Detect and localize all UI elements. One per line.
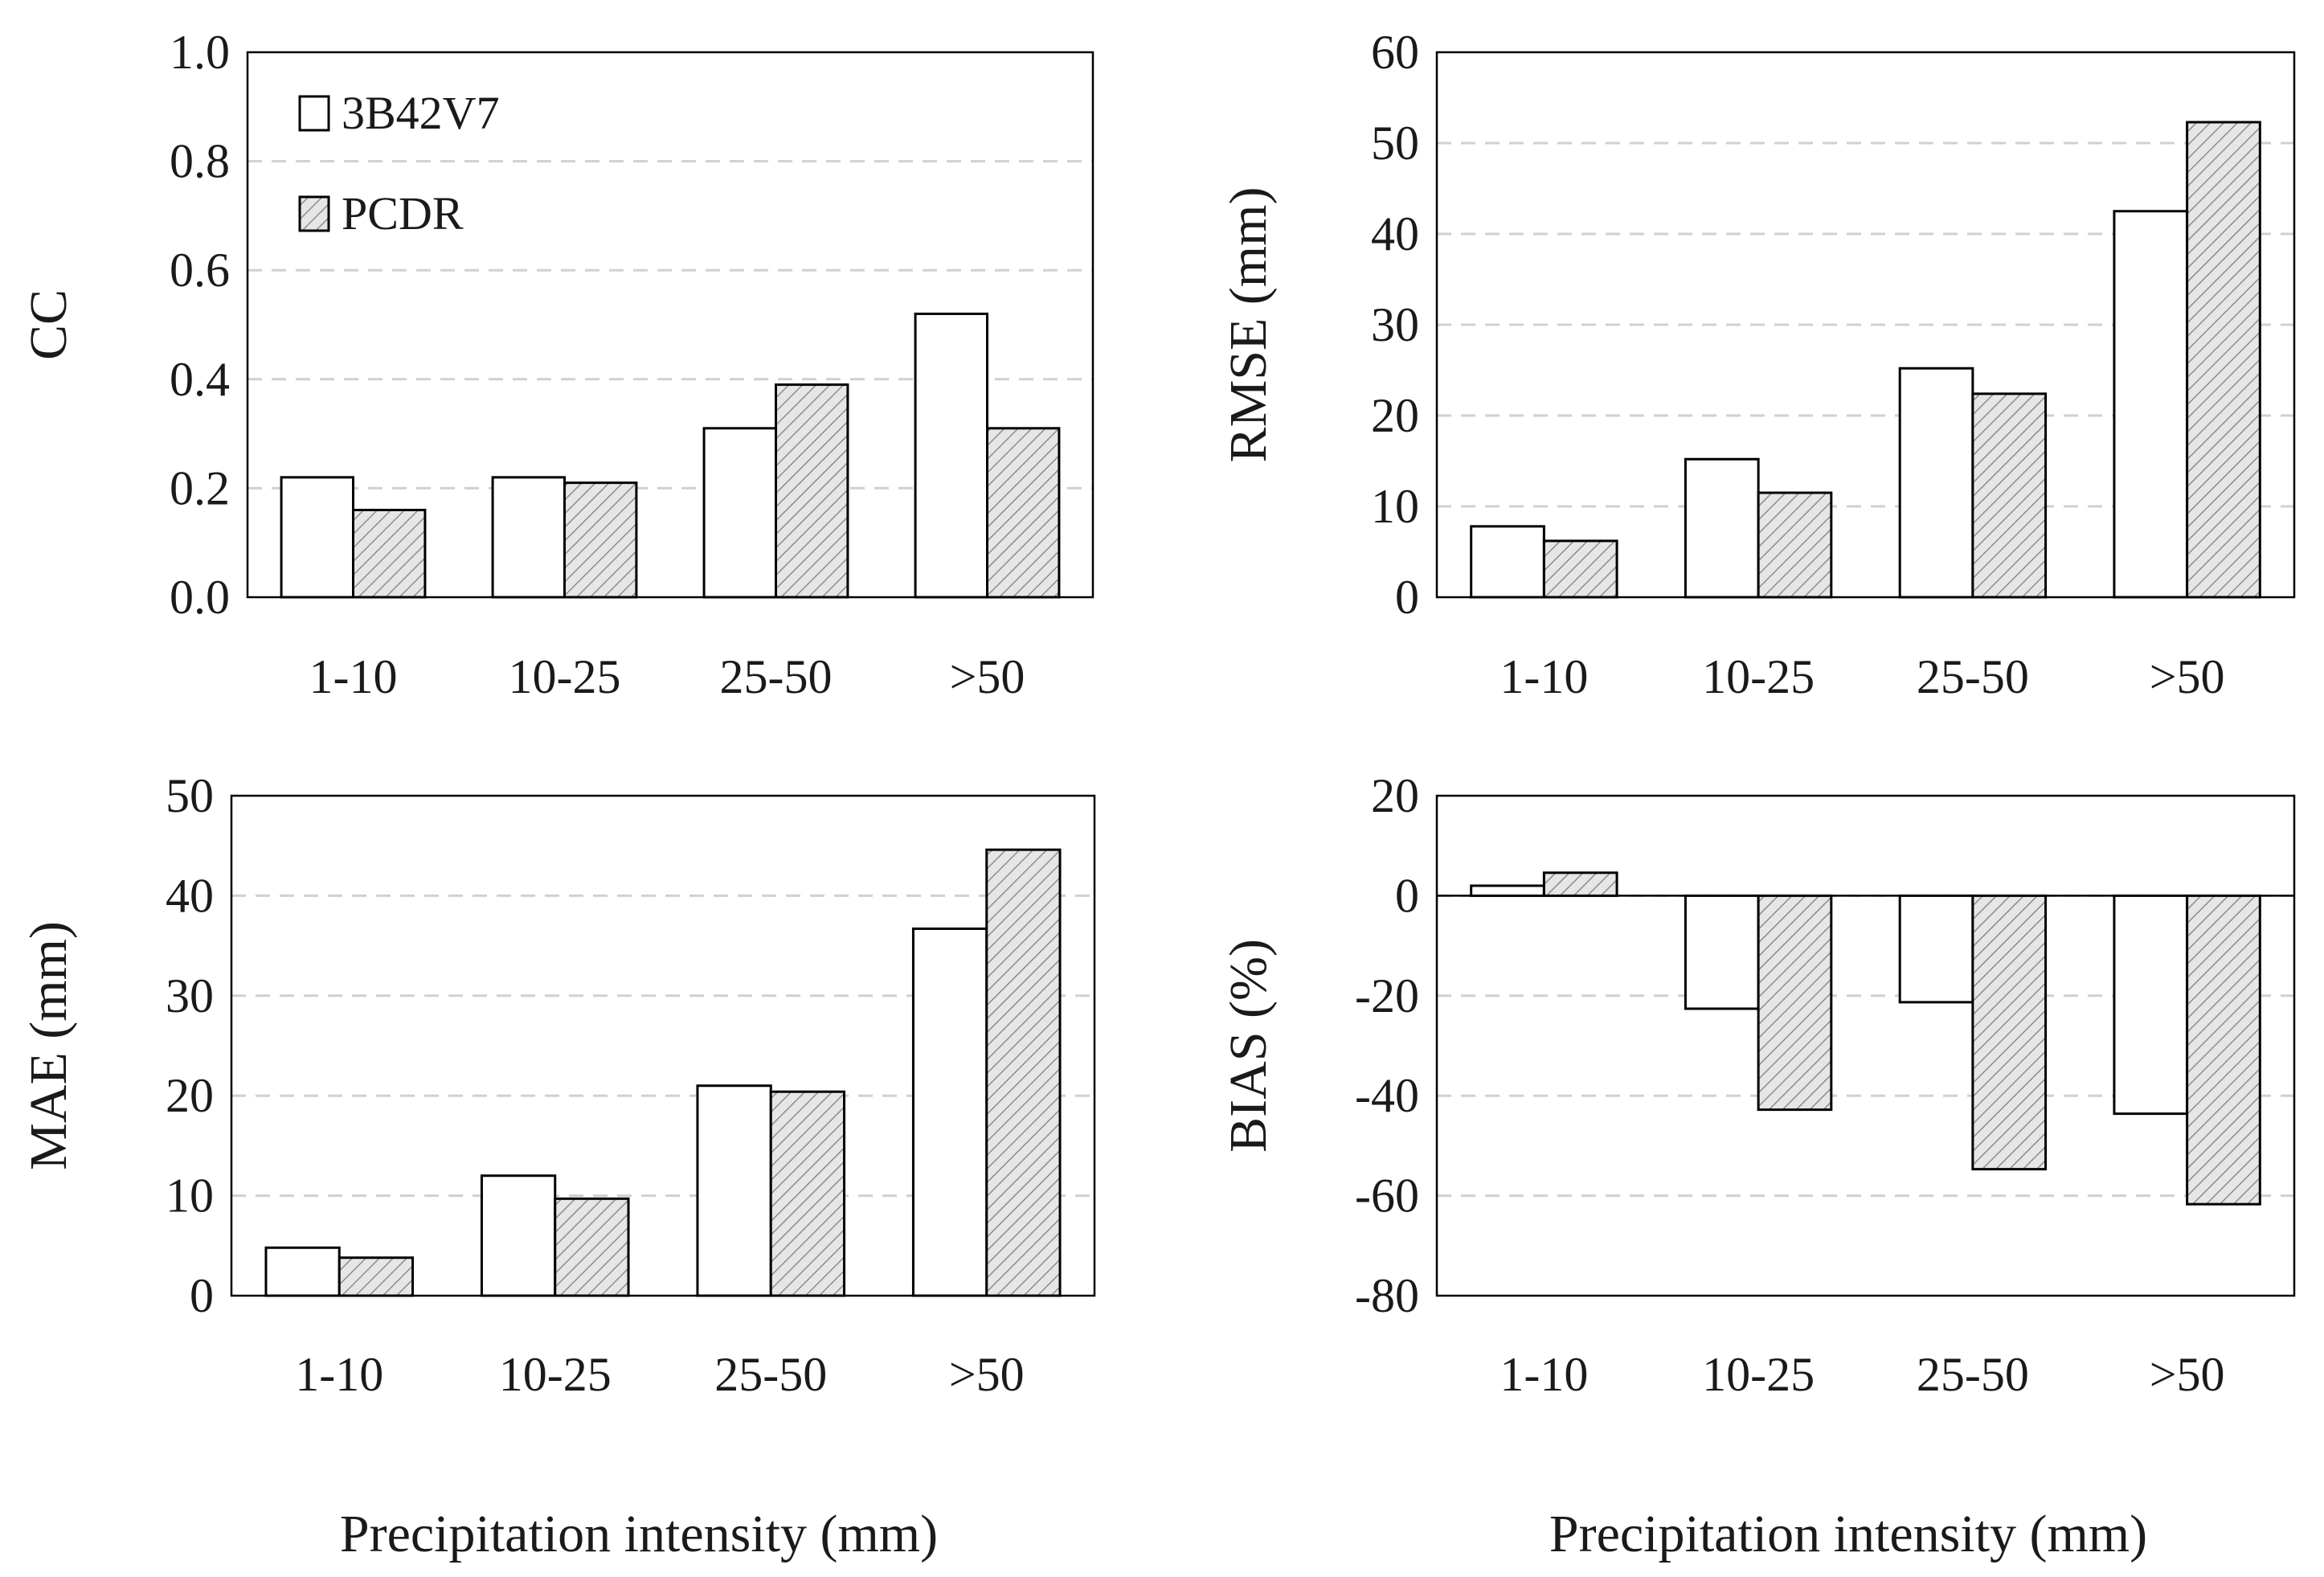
bias-ytick-label: -20: [1355, 969, 1419, 1022]
cc-chart: 0.0 0.2 0.4 0.6 0.8 1.0 CC 1-10 10-25 25-50 >50: [19, 26, 1094, 703]
mae-chart: 0 10 20 30 40 50 MAE (mm) 1-10 10-25 25-50 >50: [19, 769, 1096, 1401]
x-axis-title-left: Precipitation intensity (mm): [340, 1505, 938, 1563]
mae-category-label: 10-25: [499, 1348, 612, 1401]
cc-y-axis-label: CC: [19, 289, 78, 360]
mae-bar-3b42v7: [480, 1174, 557, 1297]
rmse-bar-3b42v7: [1684, 457, 1760, 599]
cc-category-label: 10-25: [509, 650, 621, 703]
rmse-ytick-label: 10: [1371, 480, 1419, 533]
cc-ytick-label: 0.2: [170, 461, 230, 514]
mae-category-label: 25-50: [714, 1348, 827, 1401]
mae-ytick-label: 20: [166, 1069, 214, 1122]
rmse-category-label: >50: [2150, 650, 2225, 703]
rmse-ytick-label: 0: [1395, 571, 1419, 624]
cc-category-label: >50: [950, 650, 1025, 703]
bias-ytick-label: -80: [1355, 1269, 1419, 1322]
bias-bar-3b42v7: [2113, 894, 2189, 1116]
bias-category-label: >50: [2150, 1348, 2225, 1401]
bias-y-axis-label: BIAS (%): [1219, 939, 1278, 1153]
legend-swatch-3b42v7: [298, 95, 330, 132]
rmse-category-label: 10-25: [1702, 650, 1815, 703]
rmse-ytick-label: 60: [1371, 26, 1419, 79]
cc-category-label: 1-10: [309, 650, 398, 703]
mae-category-label: 1-10: [295, 1348, 383, 1401]
bias-chart: -80 -60 -40 -20 0 20 BIAS (%) 1-10 10-25 25-50 >50: [1219, 769, 2296, 1401]
bias-bar-pcdr: [1542, 871, 1618, 897]
x-axis-title-right: Precipitation intensity (mm): [1549, 1505, 2147, 1563]
legend-label-pcdr: PCDR: [342, 187, 464, 240]
rmse-ytick-label: 20: [1371, 389, 1419, 442]
rmse-bar-3b42v7: [2113, 210, 2189, 599]
bias-bar-3b42v7: [1684, 894, 1760, 1010]
legend-swatch-pcdr: [298, 195, 330, 232]
rmse-category-label: 25-50: [1917, 650, 2029, 703]
bias-category-label: 10-25: [1702, 1348, 1815, 1401]
mae-bar-3b42v7: [264, 1246, 341, 1297]
cc-category-label: 25-50: [720, 650, 833, 703]
bias-bar-pcdr: [1971, 894, 2048, 1171]
rmse-ytick-label: 40: [1371, 207, 1419, 260]
rmse-bar-3b42v7: [1470, 525, 1545, 599]
mae-bar-pcdr: [338, 1256, 415, 1297]
bias-ytick-label: 20: [1371, 769, 1419, 822]
cc-bar-3b42v7: [914, 312, 988, 599]
mae-bar-pcdr: [769, 1090, 846, 1297]
bias-bar-pcdr: [2186, 894, 2261, 1206]
rmse-bar-pcdr: [2186, 121, 2261, 599]
bias-bar-pcdr: [1757, 894, 1833, 1112]
rmse-chart: 0 10 20 30 40 50 60 RMSE (mm) 1-10 10-25 25-50 >50: [1219, 26, 2296, 703]
rmse-bar-pcdr: [1971, 392, 2048, 599]
cc-bar-pcdr: [563, 481, 638, 599]
bias-category-label: 25-50: [1917, 1348, 2029, 1401]
rmse-bar-pcdr: [1757, 491, 1833, 599]
mae-category-label: >50: [949, 1348, 1025, 1401]
mae-bar-pcdr: [985, 848, 1062, 1297]
cc-ytick-label: 0.0: [170, 571, 230, 624]
cc-plot-frame: [246, 51, 1094, 599]
rmse-bar-pcdr: [1542, 539, 1618, 599]
cc-ytick-label: 0.4: [170, 353, 230, 406]
cc-bar-pcdr: [775, 383, 849, 599]
cc-bar-3b42v7: [280, 476, 354, 599]
cc-bar-3b42v7: [702, 427, 778, 599]
bias-bar-3b42v7: [1470, 884, 1545, 897]
rmse-ytick-label: 30: [1371, 298, 1419, 351]
bias-plot-frame: [1435, 794, 2296, 1297]
mae-bar-3b42v7: [696, 1084, 772, 1297]
mae-ytick-label: 50: [166, 769, 214, 822]
mae-ytick-label: 40: [166, 869, 214, 922]
cc-bar-3b42v7: [491, 476, 567, 599]
legend: 3B42V7 PCDR: [298, 87, 500, 240]
legend-label-3b42v7: 3B42V7: [342, 87, 500, 139]
mae-plot-frame: [230, 794, 1096, 1297]
cc-ytick-label: 0.6: [170, 244, 230, 297]
rmse-ytick-label: 50: [1371, 117, 1419, 170]
mae-bar-3b42v7: [911, 927, 988, 1297]
cc-ytick-label: 0.8: [170, 135, 230, 188]
rmse-y-axis-label: RMSE (mm): [1219, 187, 1278, 463]
cc-bar-pcdr: [352, 509, 427, 599]
bias-ytick-label: -60: [1355, 1169, 1419, 1223]
mae-bar-pcdr: [554, 1197, 630, 1297]
bias-ytick-label: -40: [1355, 1069, 1419, 1122]
mae-ytick-label: 0: [190, 1269, 214, 1322]
cc-bar-pcdr: [986, 427, 1061, 599]
bias-bar-3b42v7: [1898, 894, 1974, 1004]
mae-ytick-label: 10: [166, 1169, 214, 1223]
mae-ytick-label: 30: [166, 969, 214, 1022]
mae-y-axis-label: MAE (mm): [19, 921, 78, 1170]
rmse-category-label: 1-10: [1500, 650, 1588, 703]
bias-ytick-label: 0: [1395, 869, 1419, 922]
rmse-plot-frame: [1435, 51, 2296, 599]
cc-ytick-label: 1.0: [170, 26, 230, 79]
bias-category-label: 1-10: [1500, 1348, 1588, 1401]
rmse-bar-3b42v7: [1898, 367, 1974, 599]
